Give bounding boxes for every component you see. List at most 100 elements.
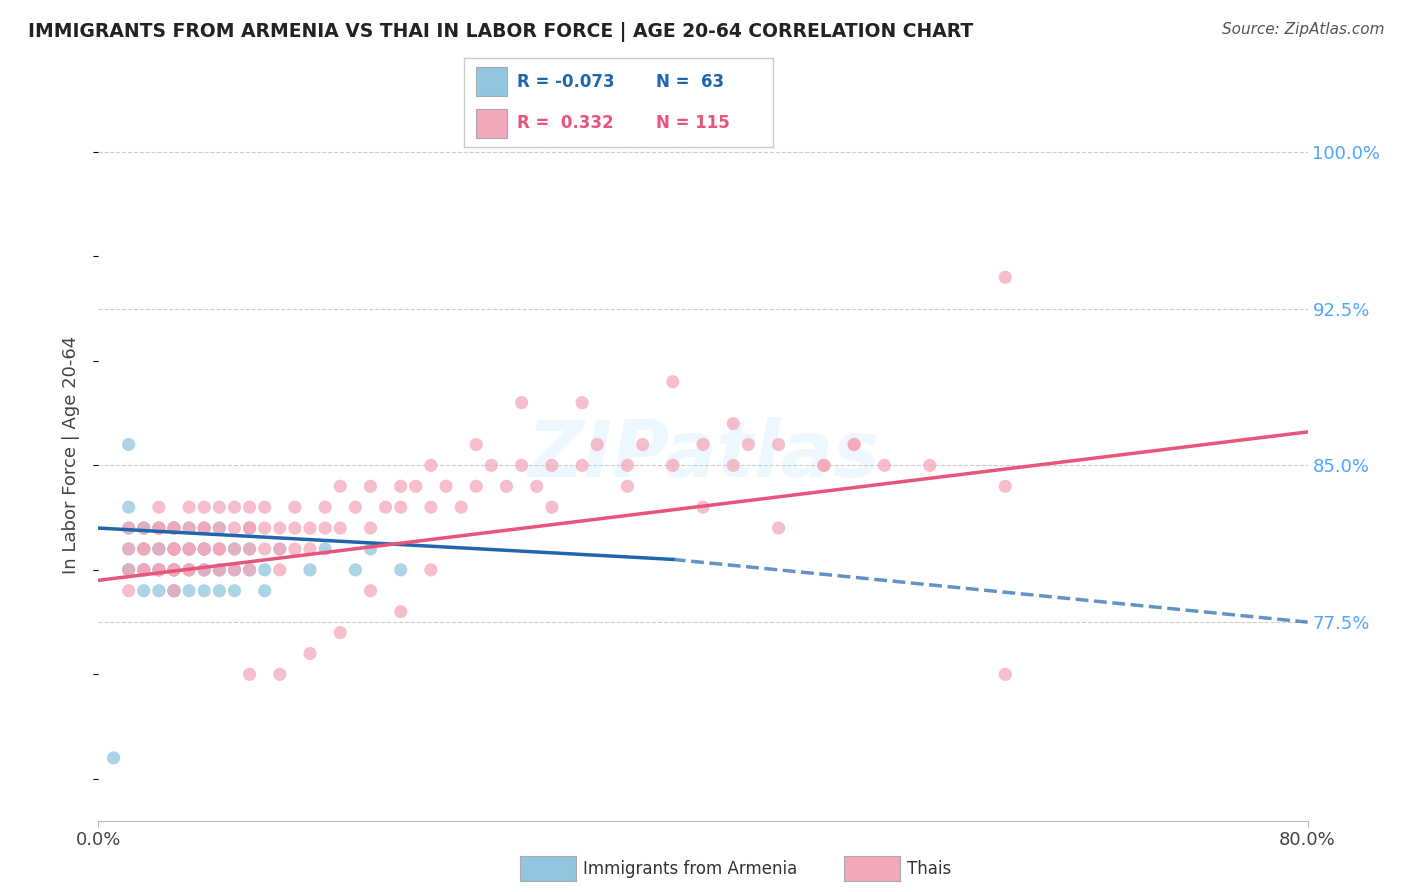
Point <box>132 563 155 577</box>
Point <box>163 521 186 535</box>
Point <box>118 563 141 577</box>
Point <box>284 541 307 556</box>
Point <box>208 541 231 556</box>
Point <box>571 458 593 473</box>
Point <box>420 458 443 473</box>
Point <box>844 437 866 451</box>
Point <box>873 458 896 473</box>
Point <box>299 541 322 556</box>
Point <box>526 479 548 493</box>
Point <box>163 541 186 556</box>
Point <box>389 563 412 577</box>
Point <box>193 563 215 577</box>
Point <box>179 563 201 577</box>
Point <box>208 500 231 515</box>
Point <box>224 583 246 598</box>
Point <box>163 563 186 577</box>
Point <box>208 563 231 577</box>
Point <box>193 563 215 577</box>
Point <box>224 541 246 556</box>
Point <box>389 500 412 515</box>
Point <box>208 521 231 535</box>
Point <box>118 563 141 577</box>
Point <box>269 563 291 577</box>
Point <box>179 500 201 515</box>
Point <box>118 541 141 556</box>
Point <box>224 521 246 535</box>
Point <box>163 521 186 535</box>
Point <box>631 437 654 451</box>
Point <box>253 583 276 598</box>
Point <box>510 395 533 409</box>
Point <box>239 563 262 577</box>
Point <box>179 521 201 535</box>
Point <box>224 500 246 515</box>
Point <box>163 541 186 556</box>
Point <box>163 541 186 556</box>
Point <box>148 500 170 515</box>
Point <box>420 563 443 577</box>
Point <box>723 417 745 431</box>
Point <box>148 521 170 535</box>
Point <box>389 605 412 619</box>
Point <box>269 521 291 535</box>
Point <box>768 521 790 535</box>
Point <box>148 583 170 598</box>
Point <box>299 521 322 535</box>
Point <box>193 541 215 556</box>
Point <box>314 500 336 515</box>
Point <box>692 437 714 451</box>
Point <box>344 563 367 577</box>
Point <box>420 500 443 515</box>
Point <box>208 541 231 556</box>
Point <box>224 541 246 556</box>
Point <box>132 541 155 556</box>
Point <box>253 563 276 577</box>
Text: R = -0.073: R = -0.073 <box>516 73 614 91</box>
Point <box>163 583 186 598</box>
Point <box>132 521 155 535</box>
Point <box>994 667 1017 681</box>
Point <box>179 541 201 556</box>
Point <box>239 521 262 535</box>
Point <box>571 395 593 409</box>
Point <box>193 563 215 577</box>
Point <box>163 521 186 535</box>
Point <box>239 563 262 577</box>
Point <box>208 563 231 577</box>
Point <box>510 458 533 473</box>
Point <box>389 479 412 493</box>
Point <box>132 583 155 598</box>
Point <box>118 563 141 577</box>
Text: Immigrants from Armenia: Immigrants from Armenia <box>583 860 797 878</box>
Text: ZIPatlas: ZIPatlas <box>527 417 879 493</box>
Point <box>616 479 638 493</box>
Point <box>239 541 262 556</box>
Point <box>284 521 307 535</box>
Point <box>118 521 141 535</box>
Point <box>193 500 215 515</box>
Point <box>239 521 262 535</box>
Point <box>360 541 382 556</box>
Point <box>163 541 186 556</box>
Point <box>269 667 291 681</box>
Point <box>148 563 170 577</box>
Point <box>148 521 170 535</box>
Point <box>465 479 488 493</box>
Point <box>208 521 231 535</box>
Point <box>193 521 215 535</box>
Point <box>239 541 262 556</box>
Point <box>450 500 472 515</box>
Point <box>994 270 1017 285</box>
Point <box>269 541 291 556</box>
Point <box>284 500 307 515</box>
Point <box>662 375 685 389</box>
Point <box>193 541 215 556</box>
Point <box>994 479 1017 493</box>
Point <box>179 541 201 556</box>
Point <box>132 541 155 556</box>
Point <box>132 563 155 577</box>
Text: N = 115: N = 115 <box>655 114 730 132</box>
Point <box>224 563 246 577</box>
Point <box>329 479 352 493</box>
